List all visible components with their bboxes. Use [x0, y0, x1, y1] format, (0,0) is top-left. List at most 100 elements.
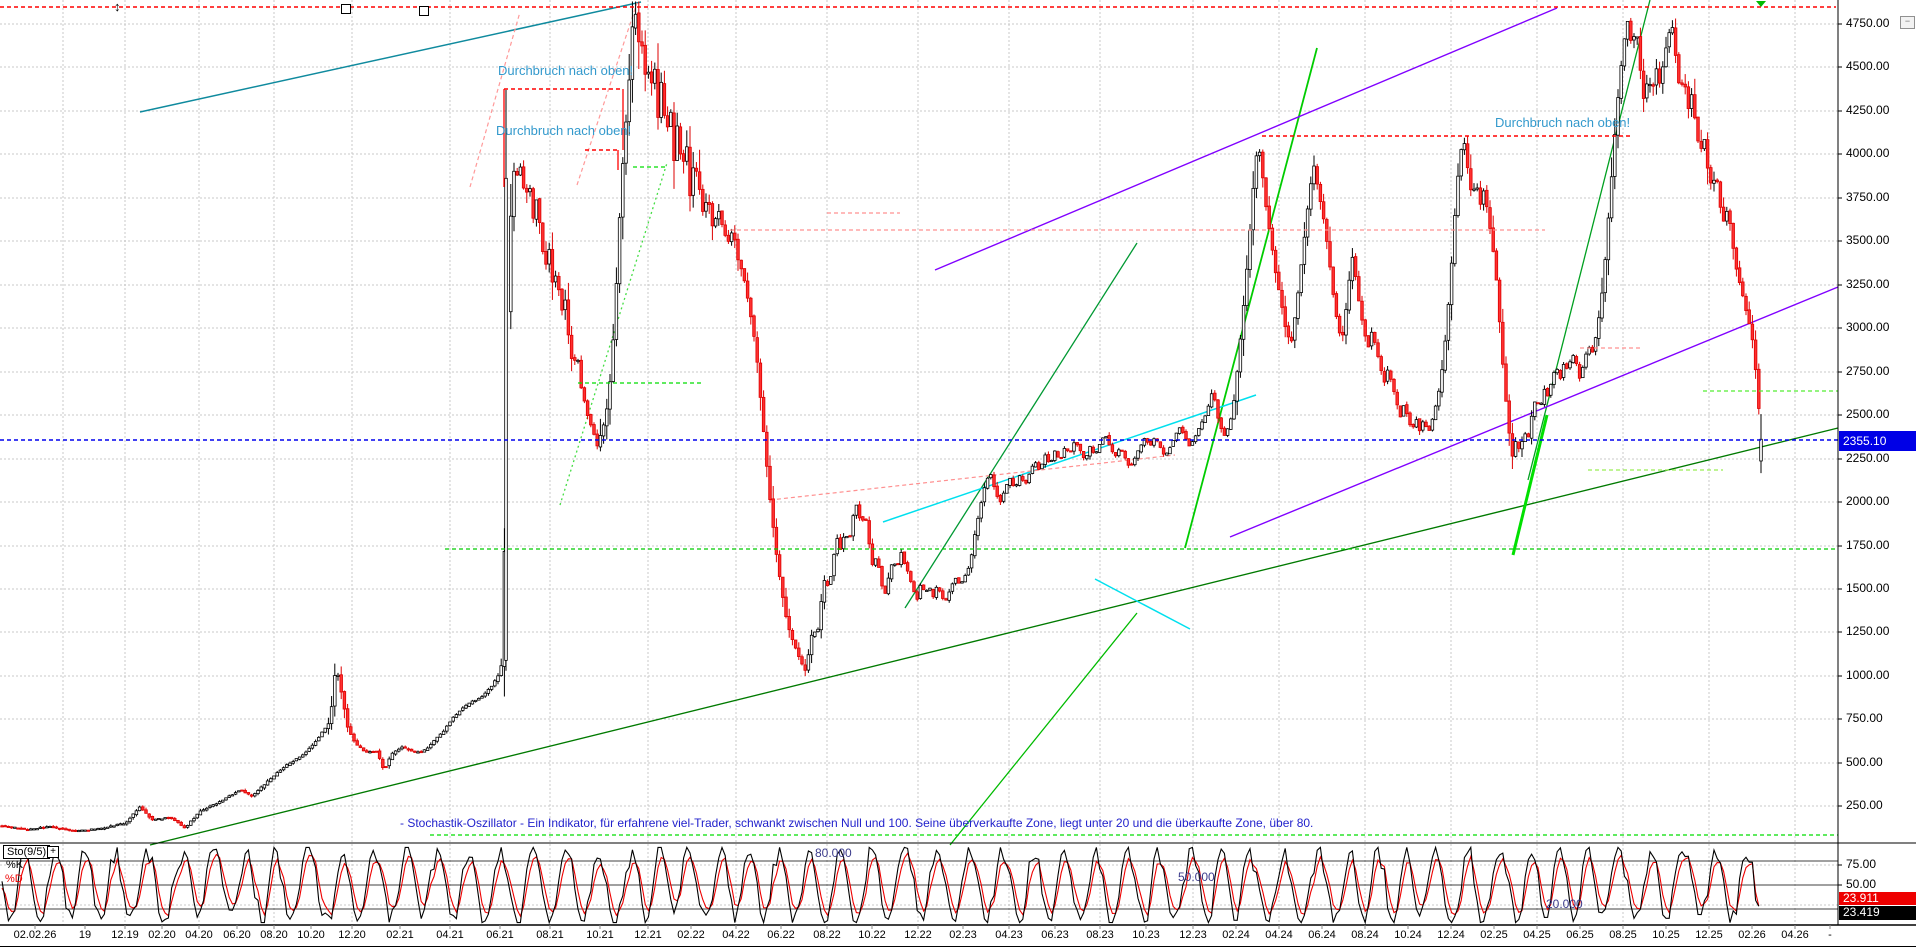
date-label: 10.24: [1394, 929, 1422, 941]
date-label: 02.20: [148, 929, 176, 941]
date-label: 08.25: [1609, 929, 1637, 941]
date-label: 12.22: [904, 929, 932, 941]
osc-axis-label: 75.00: [1846, 857, 1877, 871]
date-label: 06.21: [486, 929, 514, 941]
date-label: 04.23: [995, 929, 1023, 941]
teal-trendline[interactable]: [139, 1, 642, 113]
osc-level-label-80: 80.000: [815, 846, 852, 860]
hlines-layer: [0, 6, 1838, 836]
price-axis-label: 1500.00: [1846, 581, 1890, 595]
sto-indicator-label[interactable]: Sto(9/5): [3, 845, 51, 859]
price-axis-label: 3500.00: [1846, 233, 1890, 247]
date-label: 04.25: [1523, 929, 1551, 941]
candles-layer: [0, 1, 1763, 833]
collapse-panel-button[interactable]: −: [1900, 16, 1915, 29]
osc-level-label-50: 50.000: [1178, 870, 1215, 884]
cyan-trendline[interactable]: [882, 394, 1257, 523]
date-label: 04.26: [1781, 929, 1809, 941]
date-label: 12.25: [1695, 929, 1723, 941]
salmon-rising[interactable]: [769, 454, 1176, 501]
date-label: 12.24: [1437, 929, 1465, 941]
price-axis-label: 2250.00: [1846, 451, 1890, 465]
date-label: 10.25: [1652, 929, 1680, 941]
green-trend-c[interactable]: [949, 612, 1138, 846]
date-label: -: [1828, 929, 1832, 941]
date-label: 06.20: [223, 929, 251, 941]
price-axis-label: 1000.00: [1846, 668, 1890, 682]
date-label: 06.22: [767, 929, 795, 941]
pink-steep-2[interactable]: [576, 2, 638, 186]
oscillator-levels: [0, 860, 1838, 910]
date-label: 12.23: [1179, 929, 1207, 941]
price-axis-label: 250.00: [1846, 798, 1883, 812]
date-label: 04.24: [1265, 929, 1293, 941]
price-axis-label: 4250.00: [1846, 103, 1890, 117]
date-label: 08.24: [1351, 929, 1379, 941]
add-indicator-button[interactable]: +: [47, 846, 59, 858]
date-label: 02.25: [1480, 929, 1508, 941]
date-label: 12.19: [111, 929, 139, 941]
green-trend-b[interactable]: [1184, 47, 1318, 549]
breakout-label-3: Durchbruch nach oben!: [1495, 115, 1631, 130]
oscillator-description: - Stochastik-Oszillator - Ein Indikator,…: [400, 816, 1314, 830]
current-price-badge: 2355.10: [1839, 431, 1916, 451]
date-label: 02.02.26: [13, 929, 57, 941]
pink-steep-1[interactable]: [469, 11, 521, 188]
line-handle-2[interactable]: [419, 6, 429, 16]
last-bar-marker: [1756, 1, 1766, 7]
k-line: [1, 845, 1760, 925]
date-label: 08.20: [260, 929, 288, 941]
date-label: 12.21: [634, 929, 662, 941]
lime-thick-segment[interactable]: [1511, 414, 1549, 556]
date-label: 19: [78, 929, 92, 941]
date-label: 02.23: [949, 929, 977, 941]
line-handle-1[interactable]: [341, 4, 351, 14]
date-label: 02.24: [1222, 929, 1250, 941]
cyan-segment-2[interactable]: [1094, 578, 1191, 630]
trendlines-layer: [139, 0, 1839, 846]
price-axis-label: 4000.00: [1846, 146, 1890, 160]
price-axis-label: 2500.00: [1846, 407, 1890, 421]
price-axis-label: 3250.00: [1846, 277, 1890, 291]
date-label: 10.21: [586, 929, 614, 941]
date-label: 04.22: [722, 929, 750, 941]
price-axis-label: 1250.00: [1846, 624, 1890, 638]
k-percent-label: %K: [6, 859, 24, 871]
osc-axis-label: 50.00: [1846, 877, 1877, 891]
osc-d-badge: 23.911: [1839, 892, 1916, 905]
price-axis-label: 750.00: [1846, 711, 1883, 725]
green-trend-a[interactable]: [904, 242, 1138, 609]
date-label: 02.26: [1738, 929, 1766, 941]
date-label: 02.21: [386, 929, 414, 941]
purple-channel-upper[interactable]: [934, 7, 1558, 271]
date-label: 10.23: [1132, 929, 1160, 941]
osc-k-badge: 23.419: [1839, 906, 1916, 920]
date-label: 02.22: [677, 929, 705, 941]
date-label: 10.20: [297, 929, 325, 941]
date-label: 06.25: [1566, 929, 1594, 941]
date-label: 12.20: [338, 929, 366, 941]
long-support-darkgreen[interactable]: [149, 427, 1839, 846]
osc-level-label-20: 20.000: [1546, 897, 1583, 911]
date-label: 08.21: [536, 929, 564, 941]
oscillator-lines: [1, 845, 1760, 925]
date-label: 08.23: [1086, 929, 1114, 941]
price-axis-label: 3000.00: [1846, 320, 1890, 334]
price-axis-label: 500.00: [1846, 755, 1883, 769]
price-axis-label: 2000.00: [1846, 494, 1890, 508]
breakout-label-2: Durchbruch nach oben!: [496, 123, 632, 138]
price-axis-label: 4750.00: [1846, 16, 1890, 30]
price-axis-label: 4500.00: [1846, 59, 1890, 73]
date-label: 10.22: [858, 929, 886, 941]
price-axis-label: 1750.00: [1846, 538, 1890, 552]
breakout-label-1: Durchbruch nach oben!: [498, 63, 634, 78]
date-label: 04.21: [436, 929, 464, 941]
price-axis-label: 3750.00: [1846, 190, 1890, 204]
grid-layer: [0, 0, 1838, 925]
date-label: 08.22: [813, 929, 841, 941]
resize-cursor-icon: ↕: [114, 0, 121, 14]
green-trend-d[interactable]: [1527, 0, 1651, 481]
date-label: 06.23: [1041, 929, 1069, 941]
